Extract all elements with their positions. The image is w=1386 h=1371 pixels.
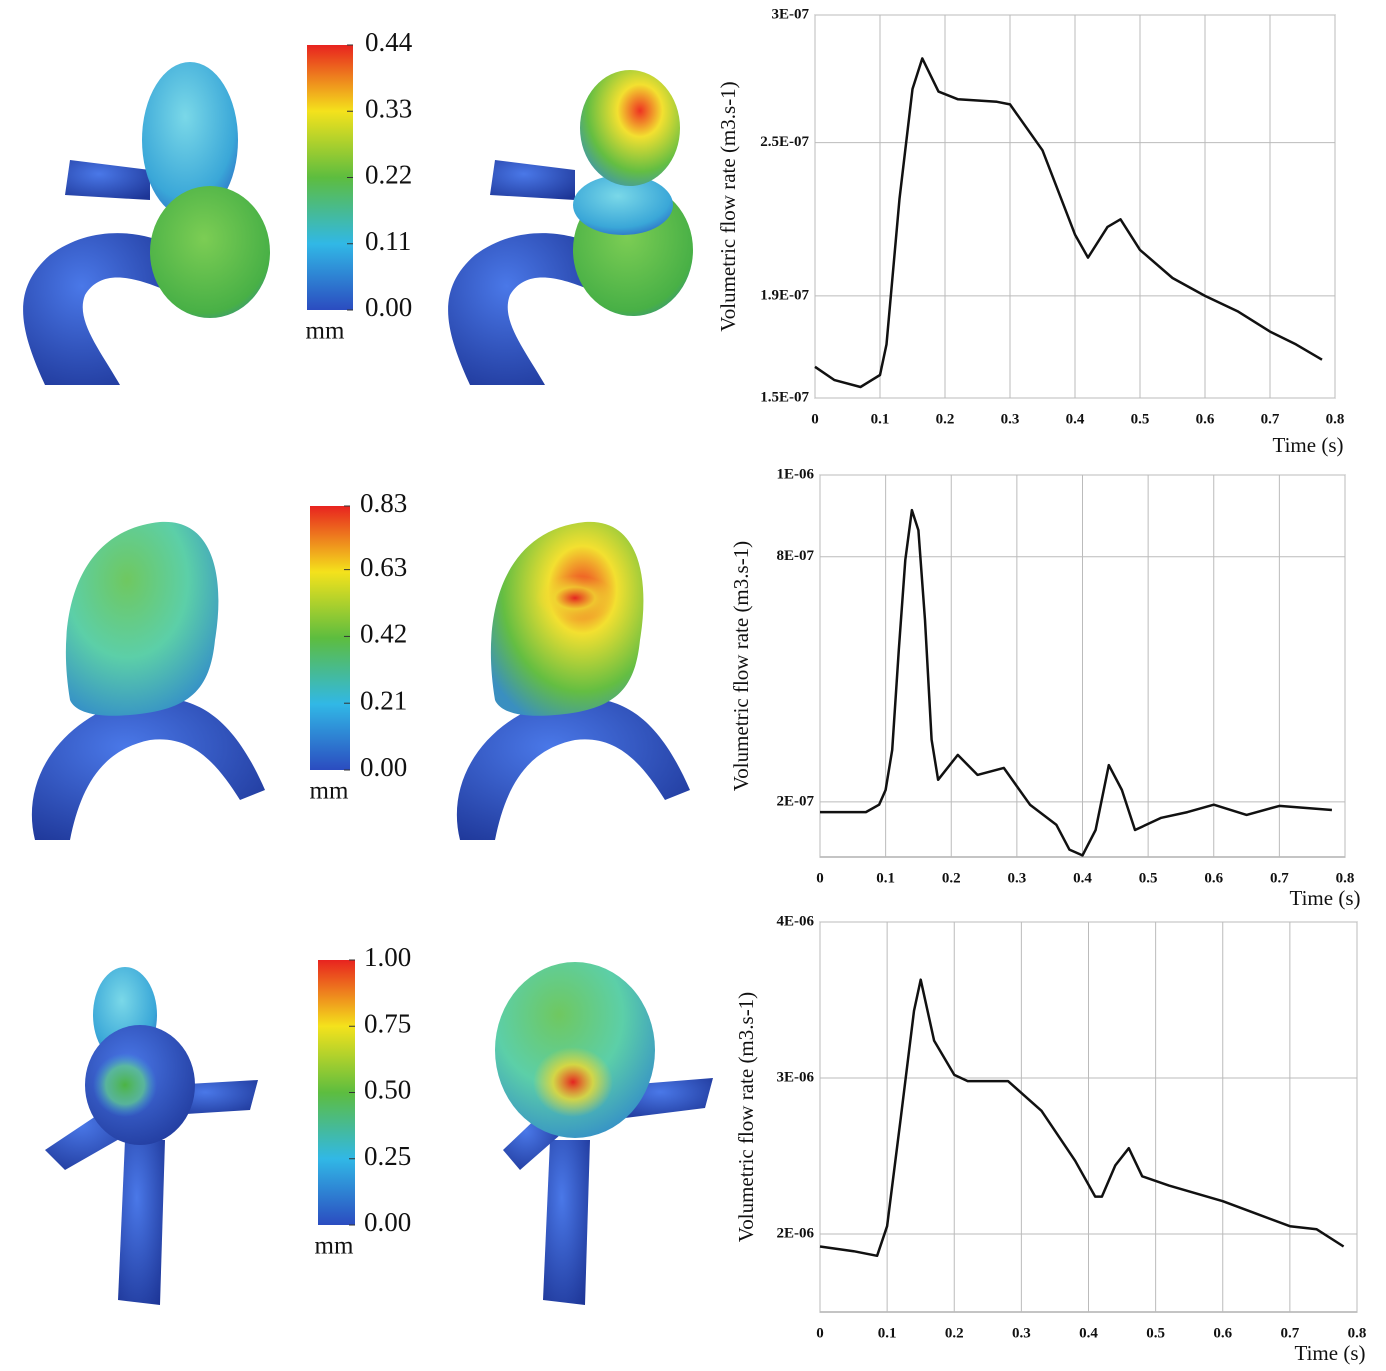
x-tick-label: 0.4 xyxy=(1066,411,1085,427)
x-tick-label: 0.6 xyxy=(1213,1325,1232,1341)
y-tick-label: 2.5E-07 xyxy=(760,134,809,150)
colorbar-label: 1.00 xyxy=(364,942,411,972)
y-tick-label: 4E-06 xyxy=(777,913,815,929)
colorbar-label: 0.44 xyxy=(365,27,413,57)
x-tick-label: 0.4 xyxy=(1073,870,1092,886)
x-tick-label: 0.8 xyxy=(1336,870,1355,886)
x-tick-label: 0.5 xyxy=(1131,411,1150,427)
aneurysm-render xyxy=(45,967,258,1305)
aneurysm-render xyxy=(456,521,690,840)
colorbar-unit: mm xyxy=(306,318,345,345)
colorbar-label: 0.11 xyxy=(365,226,411,256)
x-tick-label: 0.2 xyxy=(936,411,955,427)
x-tick-label: 0.8 xyxy=(1326,411,1345,427)
x-tick-label: 0 xyxy=(816,1325,824,1341)
x-tick-label: 0.7 xyxy=(1270,870,1289,886)
data-line xyxy=(820,508,1332,857)
x-tick-label: 0 xyxy=(816,870,824,886)
colorbar-label: 0.63 xyxy=(360,552,407,582)
colorbar-label: 0.50 xyxy=(364,1075,411,1105)
x-axis-label: Time (s) xyxy=(1273,433,1344,457)
x-tick-label: 0.5 xyxy=(1146,1325,1165,1341)
y-tick-label: 3E-06 xyxy=(777,1069,815,1085)
colorbar-label: 0.22 xyxy=(365,160,412,190)
x-tick-label: 0.6 xyxy=(1204,870,1223,886)
colorbar-label: 0.42 xyxy=(360,619,407,649)
x-tick-label: 0.2 xyxy=(945,1325,964,1341)
x-tick-label: 0.7 xyxy=(1261,411,1280,427)
colorbar-label: 0.75 xyxy=(364,1008,411,1038)
aneurysm-render xyxy=(23,62,270,385)
x-tick-label: 0.6 xyxy=(1196,411,1215,427)
y-tick-label: 1.5E-07 xyxy=(760,389,809,405)
x-tick-label: 0.5 xyxy=(1139,870,1158,886)
x-tick-label: 0.1 xyxy=(871,411,890,427)
x-axis-label: Time (s) xyxy=(1290,886,1361,910)
y-tick-label: 2E-07 xyxy=(777,793,815,809)
y-tick-label: 8E-07 xyxy=(777,548,815,564)
x-tick-label: 0.3 xyxy=(1008,870,1027,886)
aneurysm-render xyxy=(31,521,266,840)
data-line xyxy=(819,978,1345,1258)
y-tick-label: 3E-07 xyxy=(772,6,810,22)
colorbar-label: 0.00 xyxy=(365,292,412,322)
x-tick-label: 0.3 xyxy=(1001,411,1020,427)
y-tick-label: 1E-06 xyxy=(777,466,815,482)
x-tick-label: 0.7 xyxy=(1281,1325,1300,1341)
colorbar-unit: mm xyxy=(315,1233,354,1260)
y-axis-label: Volumetric flow rate (m3.s-1) xyxy=(716,81,740,331)
y-tick-label: 1.9E-07 xyxy=(760,287,809,303)
y-axis-label: Volumetric flow rate (m3.s-1) xyxy=(729,541,753,791)
x-tick-label: 0.2 xyxy=(942,870,961,886)
colorbar xyxy=(307,45,353,310)
colorbar xyxy=(310,506,350,770)
colorbar-label: 0.21 xyxy=(360,685,407,715)
colorbar-label: 0.00 xyxy=(364,1207,411,1237)
aneurysm-render xyxy=(448,70,693,385)
y-axis-label: Volumetric flow rate (m3.s-1) xyxy=(734,992,758,1242)
colorbar-label: 0.00 xyxy=(360,752,407,782)
data-line xyxy=(814,57,1323,389)
y-tick-label: 2E-06 xyxy=(777,1225,815,1241)
x-tick-label: 0.4 xyxy=(1079,1325,1098,1341)
colorbar-label: 0.25 xyxy=(364,1141,411,1171)
x-tick-label: 0.1 xyxy=(878,1325,897,1341)
colorbar xyxy=(318,960,355,1225)
colorbar-label: 0.33 xyxy=(365,93,412,123)
aneurysm-render xyxy=(495,962,713,1305)
x-tick-label: 0 xyxy=(811,411,819,427)
colorbar-label: 0.83 xyxy=(360,488,407,518)
x-tick-label: 0.1 xyxy=(876,870,895,886)
x-tick-label: 0.3 xyxy=(1012,1325,1031,1341)
x-axis-label: Time (s) xyxy=(1295,1341,1366,1365)
x-tick-label: 0.8 xyxy=(1348,1325,1367,1341)
colorbar-unit: mm xyxy=(310,778,349,805)
